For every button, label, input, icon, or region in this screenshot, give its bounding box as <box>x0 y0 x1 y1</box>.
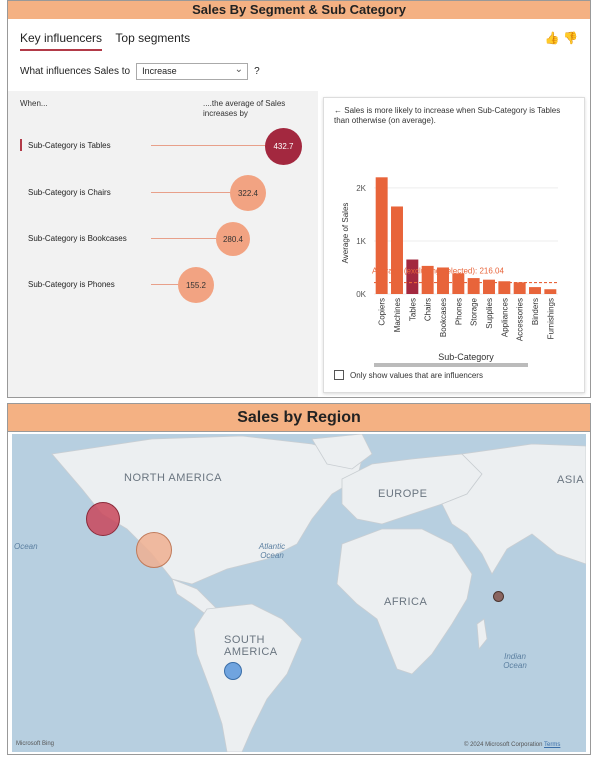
map-visual: Sales by Region NORTH AMERICA EUROPE ASI… <box>7 403 591 755</box>
x-tick-label: Supplies <box>485 298 494 329</box>
influencer-line <box>151 238 221 239</box>
region-bubble-south[interactable] <box>224 662 242 680</box>
direction-select[interactable]: Increase ⌄ <box>136 63 249 80</box>
bar[interactable] <box>483 279 495 294</box>
tab-key-influencers[interactable]: Key influencers <box>20 31 103 51</box>
y-tick-label: 1K <box>356 237 366 246</box>
horizontal-scrollbar[interactable] <box>374 363 528 367</box>
influencer-row[interactable]: Sub-Category is Phones 155.2 <box>8 266 318 306</box>
y-tick-label: 2K <box>356 184 366 193</box>
detail-description: ← Sales is more likely to increase when … <box>334 106 574 126</box>
influencer-row[interactable]: Sub-Category is Bookcases 280.4 <box>8 220 318 260</box>
key-influencers-visual: Sales By Segment & Sub Category Key infl… <box>7 0 591 398</box>
reference-label: Average (excluding selected): 216.04 <box>372 267 504 276</box>
only-influencers-checkbox[interactable] <box>334 370 344 380</box>
column-header-when: When... <box>20 99 48 108</box>
direction-select-value: Increase <box>142 66 177 76</box>
bar[interactable] <box>437 267 449 294</box>
selection-indicator <box>20 139 22 151</box>
bar[interactable] <box>452 273 465 294</box>
question-row: What influences Sales to Increase ⌄ ? <box>20 63 260 80</box>
influencer-label: Sub-Category is Chairs <box>28 188 111 197</box>
label-indian-ocean: Indian Ocean <box>503 652 527 670</box>
x-tick-label: Copiers <box>378 298 387 326</box>
back-arrow-icon[interactable]: ← <box>334 106 345 115</box>
x-tick-label: Tables <box>408 298 417 321</box>
thumbs-down-icon[interactable]: 👎 <box>563 31 578 45</box>
influencer-label: Sub-Category is Tables <box>28 141 111 150</box>
bar[interactable] <box>529 287 541 294</box>
influencer-bubble: 322.4 <box>230 175 266 211</box>
influencer-row[interactable]: Sub-Category is Tables 432.7 <box>8 127 318 167</box>
detail-pane: ← Sales is more likely to increase when … <box>323 97 585 393</box>
thumbs-up-icon[interactable]: 👍 <box>544 31 560 45</box>
question-prefix: What influences Sales to <box>20 66 131 77</box>
x-tick-label: Appliances <box>500 298 509 337</box>
y-tick-label: 0K <box>356 290 366 299</box>
region-bubble-central[interactable] <box>136 532 172 568</box>
x-tick-label: Bookcases <box>439 298 448 337</box>
column-header-average: ....the average of Sales increases by <box>203 99 286 118</box>
label-atlantic-ocean: Atlantic Ocean <box>258 542 286 560</box>
influencer-bubble: 155.2 <box>178 267 214 303</box>
map-copyright: © 2024 Microsoft Corporation Terms <box>464 742 561 748</box>
terms-link[interactable]: Terms <box>544 742 561 748</box>
bar[interactable] <box>406 259 419 294</box>
label-europe: EUROPE <box>378 488 428 500</box>
feedback-buttons: 👍 👎 <box>545 31 578 45</box>
region-bubble-west[interactable] <box>86 502 120 536</box>
map-land <box>51 434 586 752</box>
world-map[interactable]: NORTH AMERICA EUROPE ASIA AFRICA SOUTH A… <box>12 434 586 752</box>
detail-text: Sales is more likely to increase when Su… <box>334 106 561 125</box>
x-tick-label: Chairs <box>424 298 433 321</box>
sub-category-bar-chart: 0K 1K 2K Copiers Machines Tables Chairs Bookcas… <box>341 177 558 367</box>
label-asia: ASIA <box>557 474 585 486</box>
tab-bar: Key influencers Top segments <box>20 31 200 51</box>
x-tick-label: Furnishings <box>546 298 555 339</box>
bar[interactable] <box>391 206 403 294</box>
bar[interactable] <box>498 281 511 294</box>
question-suffix: ? <box>254 66 260 77</box>
x-tick-label: Accessories <box>516 298 525 341</box>
x-tick-label: Machines <box>393 298 402 332</box>
checkbox-label: Only show values that are influencers <box>350 370 483 380</box>
influencer-row[interactable]: Sub-Category is Chairs 322.4 <box>8 174 318 214</box>
label-south-america: SOUTH AMERICA <box>224 634 278 658</box>
label-ocean: Ocean <box>14 542 38 551</box>
influencer-label: Sub-Category is Bookcases <box>28 234 127 243</box>
chevron-down-icon: ⌄ <box>234 64 244 75</box>
x-tick-label: Storage <box>470 297 479 326</box>
x-tick-label: Phones <box>454 298 463 325</box>
influencer-label: Sub-Category is Phones <box>28 280 115 289</box>
influencer-list: When... ....the average of Sales increas… <box>8 91 318 397</box>
bar[interactable] <box>513 282 526 294</box>
influencer-bubble: 280.4 <box>216 222 250 256</box>
x-axis-title: Sub-Category <box>438 352 494 362</box>
tab-top-segments[interactable]: Top segments <box>115 31 191 45</box>
bar[interactable] <box>467 278 480 294</box>
influencer-line <box>151 145 271 146</box>
label-north-america: NORTH AMERICA <box>124 472 222 484</box>
bar[interactable] <box>544 289 557 294</box>
region-bubble-asia[interactable] <box>493 591 504 602</box>
y-axis-title: Average of Sales <box>341 203 350 264</box>
label-africa: AFRICA <box>384 596 428 608</box>
bing-logo: Microsoft Bing <box>16 741 55 747</box>
map-title: Sales by Region <box>8 404 590 432</box>
bar[interactable] <box>421 265 434 294</box>
x-tick-label: Binders <box>531 298 540 325</box>
bar[interactable] <box>375 177 388 294</box>
influencer-line <box>151 284 181 285</box>
influencer-line <box>151 192 235 193</box>
visual-title: Sales By Segment & Sub Category <box>8 1 590 19</box>
influencer-filter-row: Only show values that are influencers <box>334 370 483 380</box>
influencer-bubble: 432.7 <box>265 128 302 165</box>
